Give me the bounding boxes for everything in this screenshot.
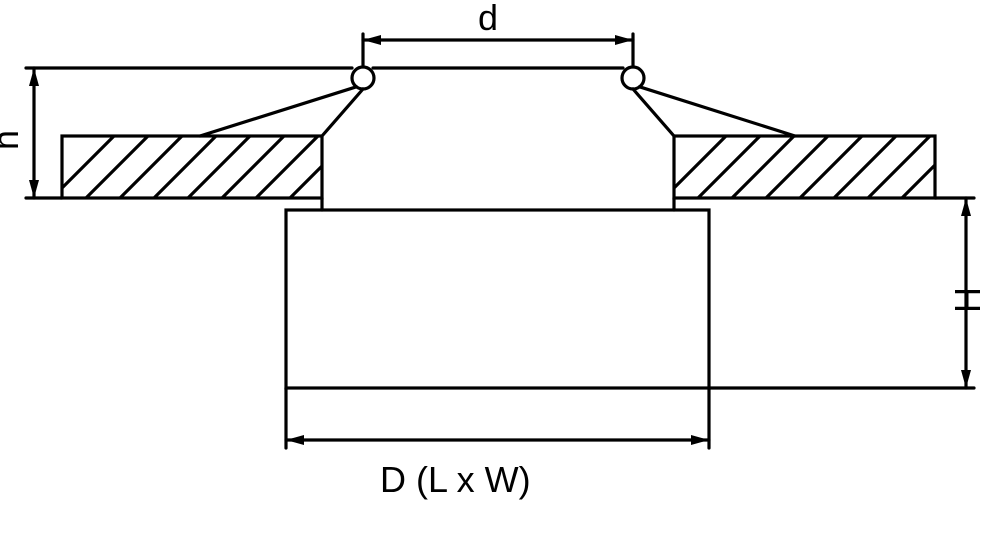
technical-drawing: d h H D (L x W) bbox=[0, 0, 1000, 544]
ceiling-left bbox=[42, 126, 362, 208]
fixture-body bbox=[286, 210, 709, 388]
ceiling-right bbox=[654, 126, 974, 208]
dim-D-label: D (L x W) bbox=[380, 459, 531, 500]
dim-h-label: h bbox=[0, 130, 26, 150]
dim-H-label: H bbox=[947, 287, 988, 313]
dim-d-label: d bbox=[478, 0, 498, 38]
